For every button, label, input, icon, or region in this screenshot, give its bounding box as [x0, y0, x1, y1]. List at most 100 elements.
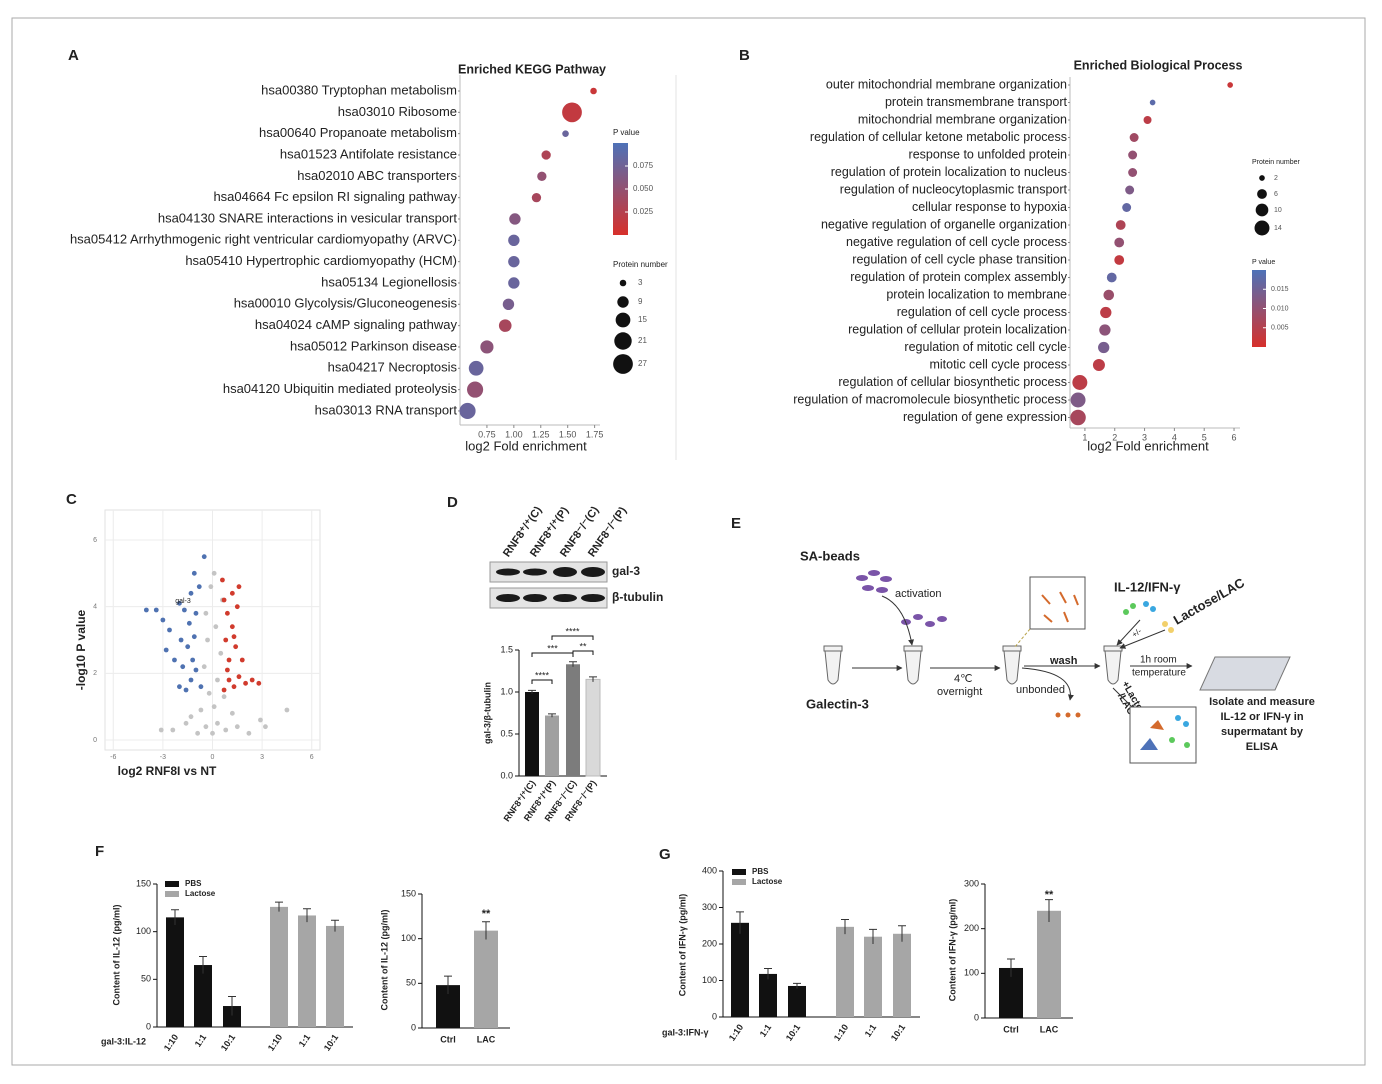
arrow: [881, 595, 915, 646]
legend-label: PBS: [752, 867, 769, 876]
x-tick-label: 5: [1202, 432, 1207, 442]
category-label: hsa05134 Legionellosis: [321, 274, 457, 289]
x-tick-label: 0: [211, 754, 215, 761]
point: [231, 634, 237, 640]
legend-bubble: [617, 296, 629, 308]
legend-label: 0.005: [1271, 325, 1289, 332]
band: [581, 594, 605, 602]
category-label: regulation of cellular protein localizat…: [848, 322, 1067, 336]
point: [221, 597, 227, 603]
bubble: [1149, 99, 1156, 106]
bubble: [1070, 409, 1086, 426]
category-label: outer mitochondrial membrane organizatio…: [826, 77, 1067, 91]
beads: [856, 570, 947, 627]
label: supermatant by: [1221, 726, 1304, 738]
inset-box: [1029, 576, 1086, 630]
y-tick-label: 2: [93, 670, 97, 677]
bar: [474, 930, 498, 1028]
bubble: [509, 213, 521, 225]
bar: [326, 925, 344, 1027]
point: [243, 680, 248, 686]
bubble: [1099, 324, 1111, 336]
bubble: [562, 102, 582, 123]
category-label: regulation of cellular ketone metabolic …: [810, 130, 1067, 144]
y-axis-label: -log10 P value: [74, 609, 88, 690]
y-axis-label: gal-3/β-tubulin: [482, 682, 492, 744]
point: [193, 667, 199, 673]
y-tick-label: 0: [712, 1011, 717, 1021]
point: [223, 637, 229, 643]
x-tick-label: 1.50: [559, 429, 577, 439]
error-bar: [764, 967, 772, 980]
bubble: [508, 277, 520, 289]
category-label: hsa04217 Necroptosis: [328, 360, 458, 375]
point: [198, 684, 204, 690]
bubble: [1092, 359, 1105, 371]
category-label: hsa02010 ABC transporters: [297, 168, 457, 183]
legend-bubble: [614, 332, 632, 350]
error-bar: [199, 955, 207, 974]
label: IL-12/IFN-γ: [1114, 579, 1181, 594]
error-bar: [528, 689, 536, 694]
x-tick-label: Ctrl: [440, 1034, 456, 1044]
category-label: protein transmembrane transport: [885, 95, 1068, 109]
label: Isolate and measure: [1209, 696, 1315, 708]
bubble: [1125, 185, 1135, 195]
category-label: hsa04664 Fc epsilon RI signaling pathway: [213, 189, 457, 204]
x-tick-label: 6: [1232, 432, 1237, 442]
plate: [1199, 656, 1291, 691]
legend-title: P value: [613, 128, 640, 137]
bubble: [1115, 220, 1126, 230]
error-bar: [898, 925, 906, 942]
row-label: β-tubulin: [612, 590, 663, 604]
bubble: [1114, 237, 1125, 248]
bubble: [480, 340, 494, 354]
released: [1140, 715, 1190, 750]
bubble: [1122, 203, 1132, 212]
category-label: response to unfolded protein: [909, 147, 1067, 161]
colorbar: [613, 143, 628, 235]
bracket: [572, 650, 594, 655]
blot-strip: [489, 587, 608, 609]
point: [211, 570, 217, 576]
x-tick-label: 1.75: [586, 429, 604, 439]
point: [186, 620, 192, 626]
bar: [836, 926, 854, 1017]
y-tick-label: 400: [702, 865, 717, 875]
legend-label: 0.075: [633, 161, 654, 170]
bracket: [551, 635, 594, 640]
y-tick-label: 100: [964, 968, 979, 978]
label: temperature: [1132, 668, 1186, 679]
error-bar: [589, 676, 597, 682]
y-axis-label: Content of IFN-γ (pg/ml): [947, 899, 957, 1001]
label: wash: [1049, 655, 1078, 667]
legend-label: 6: [1274, 191, 1278, 198]
point: [224, 667, 230, 673]
arrow: [1112, 687, 1136, 711]
point: [229, 624, 235, 630]
point: [143, 607, 149, 613]
annotation: **: [482, 908, 491, 920]
chart-title: Enriched KEGG Pathway: [458, 62, 606, 76]
legend-bubble: [1257, 189, 1267, 199]
y-tick-label: 0: [93, 737, 97, 744]
category-label: regulation of cell cycle phase transitio…: [852, 252, 1067, 266]
y-tick-label: 0.0: [500, 770, 513, 780]
panel-letter: C: [66, 491, 77, 508]
legend-bubble: [1254, 220, 1270, 236]
point: [218, 650, 224, 656]
legend-label: Lactose: [752, 877, 783, 886]
legend-label: 0.010: [1271, 305, 1289, 312]
y-tick-label: 100: [702, 975, 717, 985]
point: [284, 707, 290, 713]
band: [523, 594, 547, 602]
legend-label: 3: [638, 278, 643, 287]
category-label: hsa04120 Ubiquitin mediated proteolysis: [223, 381, 458, 396]
y-tick-label: 200: [964, 923, 979, 933]
panel-letter: E: [731, 515, 741, 532]
band: [581, 567, 605, 577]
point: [180, 664, 186, 670]
category-label: hsa03010 Ribosome: [338, 104, 457, 119]
complex: [1041, 591, 1079, 623]
category-label: mitochondrial membrane organization: [858, 112, 1067, 126]
